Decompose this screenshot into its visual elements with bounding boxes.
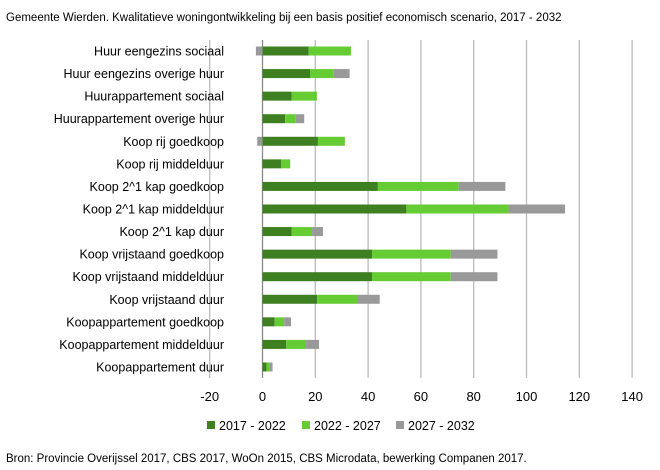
legend-swatch xyxy=(396,421,404,429)
x-tick-label: 20 xyxy=(308,389,322,404)
bar-segment xyxy=(262,204,407,214)
category-label: Huurappartement overige huur xyxy=(54,112,224,126)
x-tick-label: 80 xyxy=(466,389,480,404)
category-label: Koop vrijstaand goedkoop xyxy=(79,248,224,262)
legend-label: 2017 - 2022 xyxy=(219,419,286,433)
bar-segment xyxy=(372,249,451,259)
bar-segment xyxy=(291,227,313,237)
bar-segment xyxy=(262,46,309,56)
x-tick-label: 40 xyxy=(361,389,375,404)
x-tick-label: 140 xyxy=(621,389,643,404)
bar-segment xyxy=(262,272,373,282)
bar-segment xyxy=(262,249,373,259)
bar-segment xyxy=(257,136,263,146)
legend-label: 2022 - 2027 xyxy=(314,419,381,433)
bar-segment xyxy=(333,69,350,79)
bar-segment xyxy=(310,69,334,79)
bar-segment xyxy=(262,159,281,169)
chart-source: Bron: Provincie Overijssel 2017, CBS 201… xyxy=(6,453,527,465)
category-label: Huurappartement sociaal xyxy=(84,90,224,104)
bar-segment xyxy=(284,317,292,327)
category-labels: Huur eengezins sociaal Huur eengezins ove… xyxy=(54,45,224,375)
bar-segment xyxy=(308,46,351,56)
bar-segment xyxy=(262,136,318,146)
bar-segment xyxy=(306,339,319,349)
bar-segment xyxy=(357,294,380,304)
bar-segment xyxy=(262,317,275,327)
chart-title: Gemeente Wierden. Kwalitatieve woningont… xyxy=(6,12,562,24)
category-label: Koop rij middelduur xyxy=(116,157,224,171)
bar-segment xyxy=(280,159,291,169)
bar-segment xyxy=(262,114,286,124)
legend: 2017 - 2022 2022 - 2027 2027 - 2032 xyxy=(207,419,475,433)
x-tick-label: 120 xyxy=(568,389,590,404)
bar-segment xyxy=(262,294,318,304)
x-axis-ticks: -20 0 20 40 60 80 100 120 140 xyxy=(200,389,643,404)
category-label: Koopappartement middelduur xyxy=(59,338,224,352)
bar-segment xyxy=(285,114,296,124)
category-label: Koop rij goedkoop xyxy=(123,135,224,149)
category-label: Koop vrijstaand duur xyxy=(109,293,224,307)
bar-segment xyxy=(274,317,285,327)
bar-segment xyxy=(295,114,305,124)
bar-segment xyxy=(262,339,287,349)
category-label: Koop 2^1 kap duur xyxy=(119,225,224,239)
bar-segment xyxy=(291,91,317,101)
bar-segment xyxy=(266,362,270,372)
category-label: Koop 2^1 kap middelduur xyxy=(83,202,224,216)
bar-segment xyxy=(286,339,307,349)
x-tick-label: 0 xyxy=(259,389,266,404)
bars xyxy=(255,46,566,372)
bar-segment xyxy=(262,181,378,191)
bar-segment xyxy=(262,362,267,372)
bar-segment xyxy=(377,181,459,191)
bar-segment xyxy=(262,69,311,79)
bar-segment xyxy=(317,136,345,146)
bar-segment xyxy=(450,272,498,282)
bar-segment xyxy=(372,272,451,282)
bar-segment xyxy=(262,91,292,101)
bar-segment xyxy=(406,204,509,214)
bar-segment xyxy=(312,227,323,237)
bar-segment xyxy=(450,249,498,259)
category-label: Koopappartement duur xyxy=(96,360,224,374)
category-label: Koop 2^1 kap goedkoop xyxy=(90,180,224,194)
legend-swatch xyxy=(207,421,215,429)
category-label: Huur eengezins sociaal xyxy=(94,45,224,59)
x-tick-label: -20 xyxy=(200,389,219,404)
x-tick-label: 100 xyxy=(516,389,538,404)
bar-segment xyxy=(458,181,506,191)
legend-label: 2027 - 2032 xyxy=(408,419,475,433)
x-tick-label: 60 xyxy=(414,389,428,404)
category-label: Koop vrijstaand middelduur xyxy=(73,270,224,284)
category-label: Huur eengezins overige huur xyxy=(63,67,224,81)
bar-segment xyxy=(317,294,358,304)
legend-swatch xyxy=(302,421,310,429)
bar-segment xyxy=(508,204,566,214)
category-label: Koopappartement goedkoop xyxy=(66,315,224,329)
bar-segment xyxy=(269,362,273,372)
bar-segment xyxy=(262,227,292,237)
bar-segment xyxy=(255,46,263,56)
